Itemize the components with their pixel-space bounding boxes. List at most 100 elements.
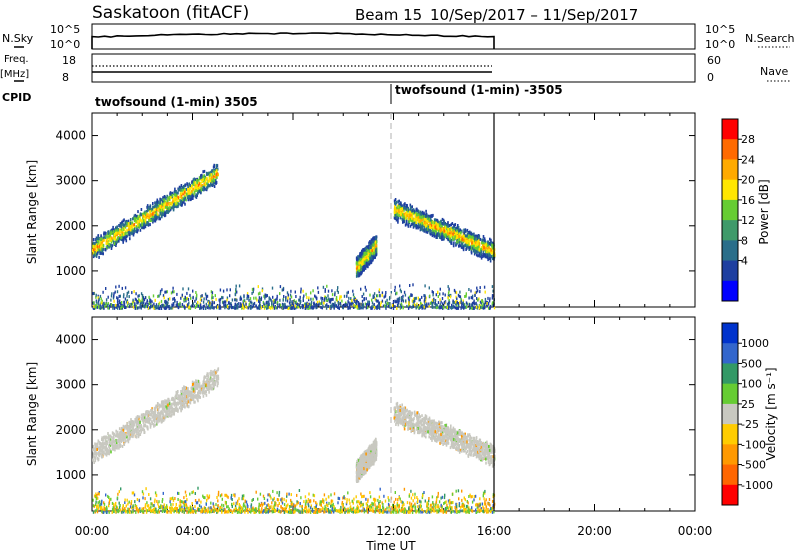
- noise-cell: [346, 292, 347, 295]
- echo-cell: [164, 214, 166, 217]
- noise-cell: [490, 305, 491, 308]
- noise-cell: [448, 292, 449, 295]
- echo-cell: [369, 247, 371, 250]
- noise-cell: [481, 299, 482, 302]
- noise-cell: [196, 297, 197, 300]
- echo-cell: [406, 223, 408, 226]
- noise-cell: [313, 306, 314, 309]
- noise-cell: [180, 297, 181, 300]
- noise-cell: [209, 301, 210, 304]
- echo-cell: [173, 203, 175, 206]
- echo-cell: [210, 173, 212, 176]
- noise-cell: [408, 307, 409, 310]
- noise-cell: [241, 304, 242, 307]
- noise-cell: [187, 304, 188, 307]
- noise-cell: [112, 307, 113, 310]
- echo-cell: [465, 248, 467, 251]
- noise-cell: [396, 300, 397, 303]
- noise-cell: [132, 299, 133, 302]
- noise-cell: [397, 304, 398, 307]
- echo-cell: [479, 243, 481, 246]
- colorbar-tick-label: 16: [741, 194, 755, 207]
- echo-cell: [432, 229, 434, 232]
- echo-cell: [459, 241, 461, 244]
- noise-cell: [330, 305, 331, 308]
- echo-cell: [436, 233, 438, 236]
- noise-cell: [127, 304, 128, 307]
- echo-cell: [182, 189, 184, 192]
- noise-cell: [134, 304, 135, 307]
- echo-cell: [164, 212, 166, 215]
- echo-cell: [193, 178, 195, 181]
- noise-cell: [432, 290, 433, 293]
- noise-cell: [470, 290, 471, 293]
- echo-cell: [132, 217, 134, 220]
- noise-cell: [435, 299, 436, 302]
- echo-cell: [104, 239, 106, 242]
- echo-cell: [416, 208, 418, 211]
- echo-cell: [120, 231, 122, 234]
- noise-cell: [426, 304, 427, 307]
- noise-cell: [305, 293, 306, 296]
- echo-cell: [366, 263, 368, 266]
- y-tick-label: 1000: [55, 468, 86, 482]
- noise-cell: [207, 306, 208, 309]
- echo-cell: [491, 244, 493, 247]
- noise-cell: [366, 306, 367, 309]
- noise-cell: [250, 297, 251, 300]
- noise-cell: [339, 295, 340, 298]
- echo-cell: [488, 241, 490, 244]
- cpid-segment-2: twofsound (1-min) -3505: [395, 83, 563, 97]
- echo-cell: [132, 225, 134, 228]
- noise-cell: [433, 298, 434, 301]
- noise-cell: [148, 296, 149, 299]
- noise-cell: [326, 297, 327, 300]
- noise-cell: [115, 291, 116, 294]
- noise-cell: [154, 305, 155, 308]
- noise-cell: [362, 300, 363, 303]
- noise-cell: [310, 298, 311, 301]
- noise-cell: [374, 296, 375, 299]
- noise-cell: [342, 305, 343, 308]
- noise-cell: [442, 302, 443, 305]
- noise-cell: [225, 304, 226, 307]
- echo-cell: [408, 208, 410, 211]
- echo-cell: [191, 185, 193, 188]
- noise-cell: [317, 286, 318, 289]
- echo-cell: [110, 239, 112, 242]
- echo-cell: [435, 236, 437, 239]
- noise-cell: [182, 303, 183, 306]
- echo-cell: [373, 244, 375, 247]
- noise-cell: [143, 304, 144, 307]
- echo-cell: [395, 198, 397, 201]
- echo-cell: [471, 242, 473, 245]
- noise-cell: [300, 306, 301, 309]
- noise-cell: [384, 296, 385, 299]
- noise-cell: [456, 297, 457, 300]
- noise-cell: [358, 304, 359, 307]
- power-plot-frame: [92, 113, 695, 307]
- noise-cell: [316, 297, 317, 300]
- noise-cell: [397, 301, 398, 304]
- noise-cell: [401, 299, 402, 302]
- noise-cell: [215, 298, 216, 301]
- noise-cell: [384, 304, 385, 307]
- nsky-series-line: [92, 33, 494, 49]
- velocity-plot-frame: [92, 317, 695, 511]
- echo-cell: [482, 253, 484, 256]
- noise-cell: [100, 306, 101, 309]
- noise-cell: [206, 303, 207, 306]
- echo-cell: [373, 256, 375, 259]
- echo-cell: [455, 232, 457, 235]
- noise-cell: [221, 296, 222, 299]
- noise-cell: [444, 301, 445, 304]
- echo-cell: [363, 258, 365, 261]
- echo-cell: [139, 226, 141, 229]
- noise-cell: [152, 304, 153, 307]
- echo-cell: [481, 241, 483, 244]
- echo-cell: [193, 188, 195, 191]
- echo-cell: [195, 186, 197, 189]
- noise-cell: [479, 290, 480, 293]
- echo-cell: [177, 191, 179, 194]
- echo-cell: [374, 252, 376, 255]
